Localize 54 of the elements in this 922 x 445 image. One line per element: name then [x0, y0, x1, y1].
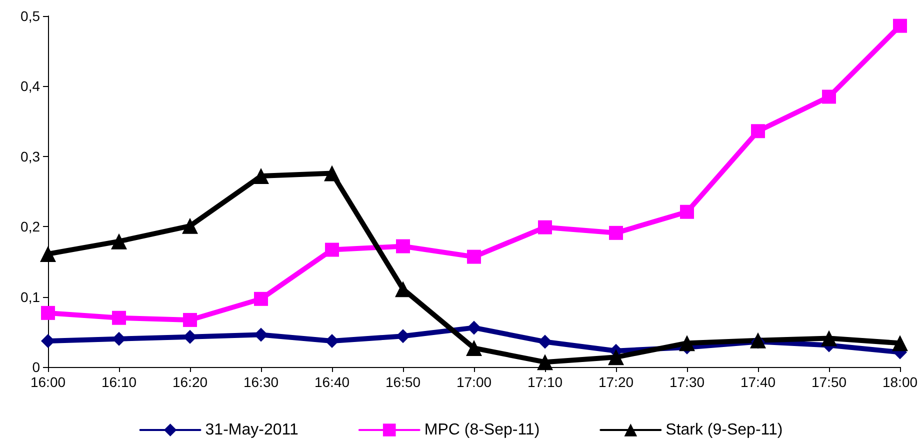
point: [821, 330, 837, 346]
x-tick-label: 17:30: [669, 374, 705, 390]
point: [680, 204, 694, 219]
point: [254, 292, 268, 306]
y-tick-label: 0,3: [20, 148, 40, 164]
point: [111, 233, 127, 250]
y-tick-label: 0,4: [20, 78, 40, 94]
point: [112, 310, 126, 325]
x-tick-label: 18:00: [882, 374, 918, 390]
point: [608, 349, 624, 366]
point: [466, 340, 482, 356]
x-tick-label: 16:10: [101, 374, 137, 390]
x-tick-label: 17:40: [740, 374, 776, 390]
x-tick-label: 16:30: [243, 374, 279, 390]
legend-label: Stark (9-Sep-11): [666, 422, 783, 438]
x-tick-label: 16:50: [385, 374, 421, 390]
point: [822, 90, 836, 104]
x-tick-label: 17:50: [811, 374, 847, 390]
point: [538, 220, 552, 234]
x-tick-label: 17:20: [598, 374, 634, 390]
y-tick-label: 0,1: [20, 288, 40, 305]
y-tick-label: 0: [32, 359, 40, 375]
point: [538, 334, 552, 349]
x-tick-label: 17:10: [527, 374, 563, 390]
point: [325, 334, 339, 348]
x-tick-label: 16:00: [30, 374, 66, 390]
x-tick-label: 17:00: [456, 374, 492, 390]
point: [396, 239, 410, 254]
point: [41, 334, 55, 348]
point: [183, 330, 197, 344]
point: [41, 306, 55, 320]
point: [892, 335, 908, 352]
point: [537, 354, 553, 370]
point: [467, 320, 481, 335]
point: [396, 329, 410, 344]
point: [395, 281, 411, 298]
legend-label: MPC (8-Sep-11): [424, 422, 540, 438]
point: [183, 312, 197, 327]
point: [324, 165, 340, 182]
point: [254, 328, 268, 342]
point: [893, 18, 907, 33]
x-tick-label: 16:40: [314, 374, 350, 390]
legend-label: 31-May-2011: [205, 422, 298, 438]
point: [40, 246, 56, 262]
x-tick-label: 16:20: [172, 374, 208, 390]
point: [609, 226, 623, 240]
point: [182, 218, 198, 234]
point: [112, 332, 126, 346]
y-tick-label: 0,2: [20, 218, 40, 235]
point: [325, 242, 339, 257]
point: [467, 250, 481, 264]
y-tick-label: 0,5: [20, 8, 40, 24]
point: [253, 168, 269, 184]
point: [751, 124, 765, 138]
